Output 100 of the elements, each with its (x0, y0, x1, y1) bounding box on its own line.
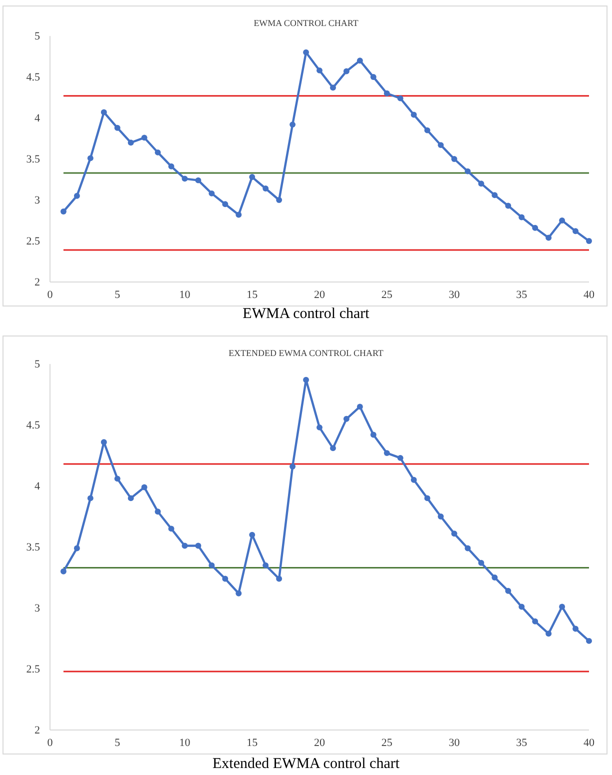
point (330, 84, 336, 91)
point (397, 95, 404, 102)
x-tick-label: 5 (114, 288, 121, 301)
chart-title: EWMA CONTROL CHART (254, 18, 359, 28)
point (397, 454, 404, 461)
y-tick-label: 3 (34, 602, 40, 615)
point (262, 562, 269, 568)
point (343, 416, 350, 422)
point (356, 404, 363, 410)
point (316, 67, 322, 74)
point (451, 156, 458, 162)
point (114, 124, 120, 131)
point (290, 122, 296, 128)
x-tick-label: 15 (246, 736, 258, 749)
point (114, 476, 120, 482)
y-tick-label: 3.5 (26, 542, 40, 554)
point (208, 190, 215, 196)
x-tick-label: 25 (381, 736, 393, 749)
y-tick-label: 5 (34, 358, 40, 371)
point (410, 112, 417, 118)
point (60, 208, 66, 214)
point (182, 176, 188, 182)
x-tick-label: 15 (246, 288, 258, 301)
point (424, 127, 430, 134)
text: Extended EWMA control chart (212, 756, 400, 772)
point (276, 576, 282, 582)
point (505, 588, 512, 594)
point (141, 134, 148, 141)
point (410, 476, 417, 483)
y-tick-label: 4.5 (26, 72, 40, 84)
point (195, 177, 202, 184)
point (532, 224, 538, 231)
x-tick-label: 10 (179, 736, 191, 749)
x-tick-label: 0 (47, 736, 54, 749)
point (208, 562, 215, 568)
x-tick-label: 0 (47, 288, 54, 301)
point (464, 168, 471, 174)
point (100, 439, 107, 446)
point (87, 495, 94, 502)
x-tick-label: 25 (381, 288, 393, 301)
x-tick-label: 5 (114, 736, 121, 749)
point (74, 545, 80, 552)
point (384, 90, 390, 96)
point (154, 508, 161, 515)
point (236, 590, 242, 596)
y-tick-label: 3.5 (26, 154, 40, 166)
point (290, 464, 296, 470)
point (168, 526, 174, 532)
x-tick-label: 20 (314, 736, 326, 749)
point (222, 576, 228, 582)
point (505, 202, 512, 209)
point (262, 186, 269, 192)
point (222, 201, 228, 208)
point (154, 149, 161, 156)
point (303, 376, 310, 383)
point (532, 618, 538, 624)
point (424, 495, 430, 502)
point (87, 155, 94, 162)
x-tick-label: 35 (516, 736, 528, 749)
point (464, 545, 471, 552)
point (492, 192, 498, 198)
point (60, 568, 66, 574)
point (572, 626, 579, 632)
point (100, 109, 107, 116)
point (384, 450, 390, 456)
point (451, 530, 458, 537)
y-tick-label: 2 (34, 276, 40, 289)
text: EWMA control chart (242, 306, 370, 322)
point (141, 484, 148, 490)
y-tick-label: 2.5 (26, 664, 40, 676)
y-tick-label: 2 (34, 724, 40, 737)
x-tick-label: 30 (448, 736, 460, 749)
point (438, 514, 444, 520)
point (546, 630, 552, 637)
point (236, 212, 242, 218)
y-tick-label: 2.5 (26, 236, 40, 248)
point (546, 234, 552, 241)
point (518, 604, 525, 610)
point (586, 238, 592, 244)
x-tick-label: 10 (179, 288, 191, 301)
point (74, 192, 80, 199)
point (249, 174, 256, 180)
point (559, 604, 566, 610)
x-tick-label: 20 (314, 288, 326, 301)
y-tick-label: 5 (34, 30, 40, 43)
point (370, 74, 376, 80)
point (356, 58, 363, 64)
x-tick-label: 40 (584, 736, 595, 749)
point (586, 638, 592, 644)
point (182, 542, 188, 549)
point (518, 214, 525, 220)
x-tick-label: 40 (584, 288, 595, 301)
point (128, 495, 134, 502)
point (492, 574, 498, 580)
point (343, 68, 350, 74)
point (330, 445, 336, 452)
point (128, 140, 134, 146)
point (276, 197, 282, 203)
point (168, 163, 174, 170)
y-tick-label: 4 (34, 480, 40, 493)
